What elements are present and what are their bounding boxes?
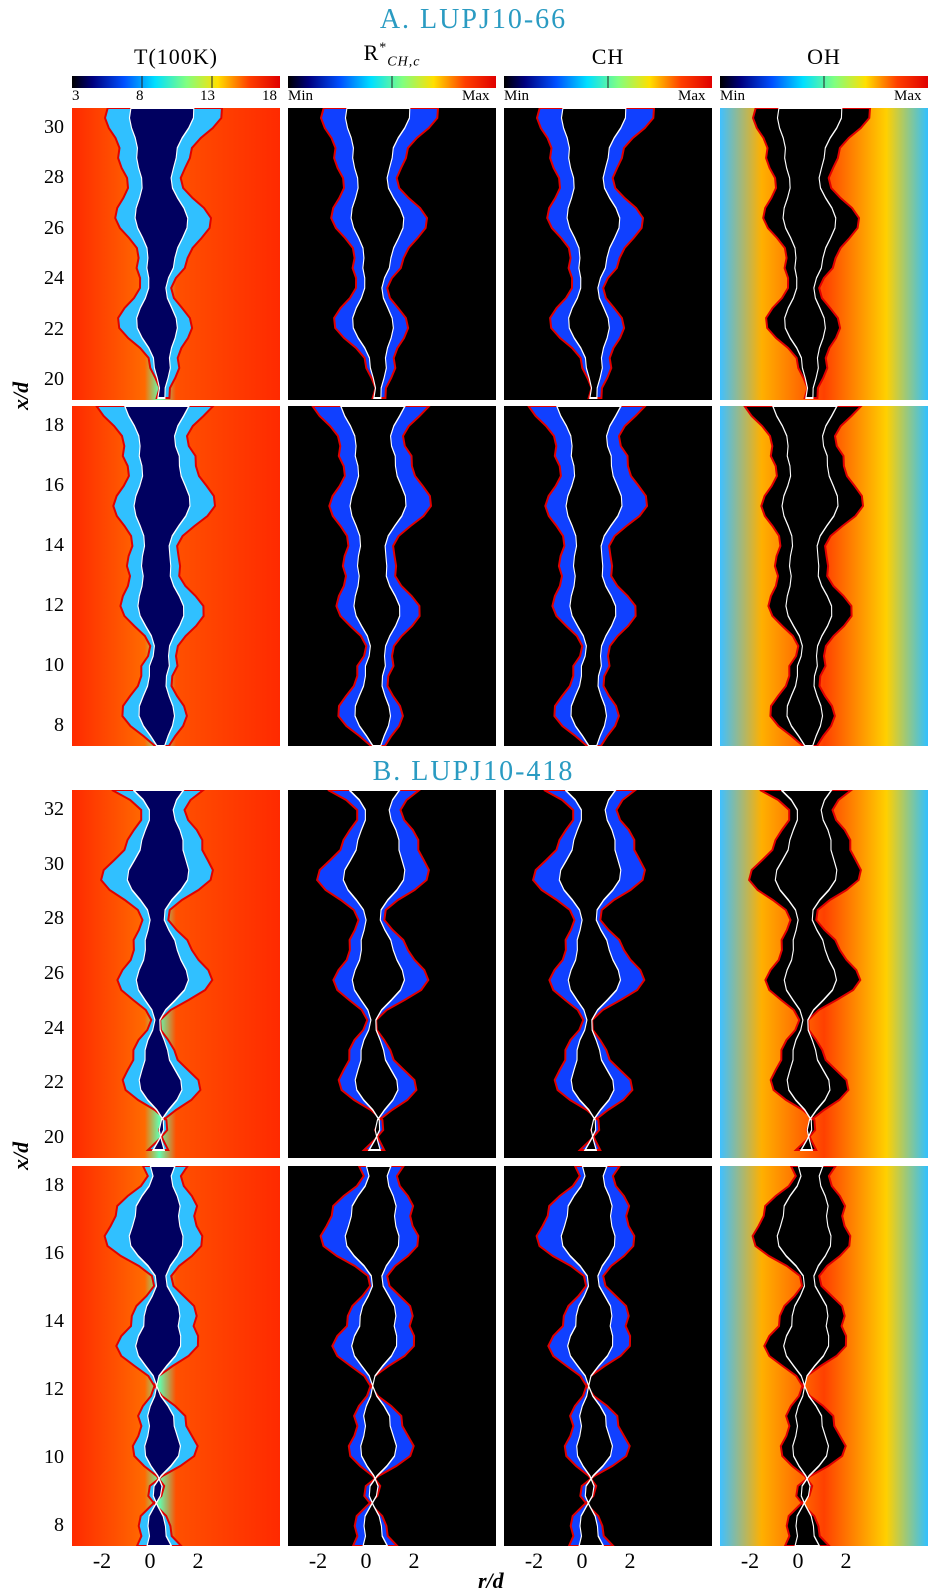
x-tick-temperature--2: -2 — [92, 1548, 112, 1573]
cbar-tick-min-ch: Min — [504, 88, 530, 104]
y-tick-b-top-24: 24 — [44, 1016, 64, 1039]
cbar-tick-8: 8 — [136, 88, 144, 104]
colorbar-heat-release — [288, 76, 496, 88]
y-tick-a-top-30: 30 — [44, 116, 64, 138]
y-tick-a-top-26: 26 — [44, 216, 64, 239]
panel-a-bot-heat-release — [288, 406, 496, 746]
cbar-tick-18: 18 — [262, 88, 277, 104]
y-tick-b-top-26: 26 — [44, 962, 64, 984]
x-tick-oh-2: 2 — [840, 1548, 852, 1573]
cbar-tick-3: 3 — [72, 88, 80, 104]
y-tick-b-bot-10: 10 — [44, 1446, 64, 1468]
y-tick-a-top-20: 20 — [44, 368, 64, 390]
cbar-tick-min-hrr: Min — [288, 88, 314, 104]
label-sup: * — [379, 40, 388, 56]
y-tick-a-top-22: 22 — [44, 317, 64, 340]
column-label-temperature: T(100K) — [134, 44, 218, 69]
colorbar-oh — [720, 76, 928, 88]
cbar-tick-max-hrr: Max — [462, 88, 490, 104]
x-tick-ch--2: -2 — [524, 1548, 544, 1573]
panel-a-top-oh — [720, 108, 928, 400]
x-tick-heat-release-0: 0 — [360, 1548, 372, 1573]
y-tick-a-bot-8: 8 — [54, 714, 64, 736]
colorbar-temperature — [72, 76, 280, 88]
panel-b-top-heat-release — [288, 790, 496, 1158]
y-tick-b-bot-18: 18 — [44, 1174, 64, 1196]
cbar-tick-min-oh: Min — [720, 88, 746, 104]
panel-b-bot-temperature — [72, 1166, 280, 1546]
y-tick-b-bot-16: 16 — [44, 1242, 64, 1264]
panel-b-bot-heat-release — [288, 1166, 496, 1546]
x-axis-title: r/d — [478, 1568, 504, 1593]
panel-b-top-temperature — [72, 790, 280, 1158]
y-tick-a-bot-14: 14 — [44, 534, 64, 556]
y-tick-b-bot-12: 12 — [44, 1378, 64, 1400]
y-tick-b-top-30: 30 — [44, 852, 64, 875]
y-tick-b-top-20: 20 — [44, 1126, 64, 1148]
panel-a-bot-oh — [720, 406, 928, 746]
x-tick-ch-2: 2 — [624, 1548, 636, 1573]
panel-a-bot-ch — [504, 406, 712, 746]
x-tick-temperature-2: 2 — [192, 1548, 204, 1573]
y-axis-title-a: x/d — [8, 381, 33, 410]
x-tick-temperature-0: 0 — [144, 1548, 156, 1573]
column-label-oh: OH — [807, 44, 841, 69]
label-main: R — [363, 40, 380, 65]
panel-b-bot-ch — [504, 1166, 712, 1546]
panel-a-top-ch — [504, 108, 712, 400]
y-tick-a-bot-12: 12 — [44, 594, 64, 616]
y-tick-b-bot-8: 8 — [54, 1514, 64, 1536]
x-tick-heat-release-2: 2 — [408, 1548, 420, 1573]
cbar-tick-max-ch: Max — [678, 88, 706, 104]
y-tick-a-top-24: 24 — [44, 267, 64, 290]
y-tick-b-top-28: 28 — [44, 907, 64, 930]
x-tick-oh-0: 0 — [792, 1548, 804, 1573]
panel-a-bot-temperature — [72, 406, 280, 746]
y-axis-title-b: x/d — [8, 1141, 33, 1170]
panel-a-top-heat-release — [288, 108, 496, 400]
label-sub: CH,c — [387, 54, 421, 70]
y-tick-b-bot-14: 14 — [44, 1310, 64, 1332]
cbar-tick-max-oh: Max — [894, 88, 922, 104]
x-tick-oh--2: -2 — [740, 1548, 760, 1573]
x-tick-ch-0: 0 — [576, 1548, 588, 1573]
panel-b-bot-oh — [720, 1166, 928, 1546]
cbar-tick-13: 13 — [200, 88, 215, 104]
column-label-ch: CH — [591, 44, 625, 69]
section-title-b: B. LUPJ10-418 — [372, 756, 575, 787]
section-title-a: A. LUPJ10-66 — [379, 4, 568, 35]
panel-b-top-oh — [720, 790, 928, 1158]
panel-a-top-temperature — [72, 108, 280, 400]
y-tick-a-bot-18: 18 — [44, 414, 64, 436]
panel-b-top-ch — [504, 790, 712, 1158]
y-tick-a-bot-16: 16 — [44, 474, 64, 496]
y-tick-b-top-32: 32 — [44, 798, 64, 820]
column-label-heat-release: R*CH,c — [288, 40, 496, 70]
y-tick-a-bot-10: 10 — [44, 654, 64, 676]
colorbar-ch — [504, 76, 712, 88]
y-tick-a-top-28: 28 — [44, 166, 64, 189]
x-tick-heat-release--2: -2 — [308, 1548, 328, 1573]
y-tick-b-top-22: 22 — [44, 1071, 64, 1094]
